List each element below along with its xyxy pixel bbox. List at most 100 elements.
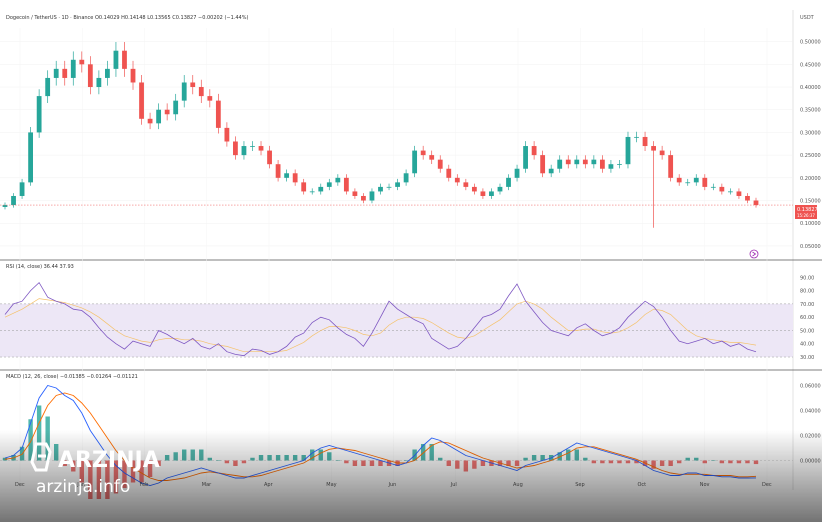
price-tick-label: 0.50000 (800, 40, 821, 46)
candle-body[interactable] (736, 191, 742, 196)
candle-body[interactable] (676, 177, 682, 183)
candle-body[interactable] (28, 132, 34, 183)
candle-body[interactable] (429, 155, 435, 160)
macd-legend: MACD (12, 26, close) −0.01385 −0.01264 −… (6, 374, 138, 380)
candle-body[interactable] (173, 100, 179, 115)
candle-body[interactable] (309, 191, 315, 193)
candle-body[interactable] (343, 177, 349, 192)
candle-body[interactable] (207, 96, 213, 101)
candle-body[interactable] (36, 96, 42, 133)
candle-body[interactable] (463, 182, 469, 187)
candle-body[interactable] (156, 109, 162, 124)
candle-body[interactable] (275, 164, 281, 178)
candle-body[interactable] (224, 127, 230, 142)
candle-body[interactable] (745, 195, 750, 201)
candle-body[interactable] (258, 146, 264, 151)
candle-body[interactable] (378, 186, 383, 192)
candle-body[interactable] (250, 146, 255, 147)
candle-body[interactable] (753, 200, 759, 206)
go-to-realtime-button[interactable] (749, 249, 759, 259)
candle-body[interactable] (540, 155, 546, 174)
candle-body[interactable] (361, 195, 366, 201)
candle-body[interactable] (557, 159, 563, 169)
candle-body[interactable] (326, 182, 332, 187)
candle-body[interactable] (369, 191, 375, 201)
candle-body[interactable] (318, 186, 324, 192)
candle-body[interactable] (147, 118, 153, 124)
candle-body[interactable] (574, 159, 580, 165)
candle-body[interactable] (412, 150, 418, 174)
candle-body[interactable] (659, 150, 665, 156)
candle-body[interactable] (62, 68, 68, 78)
candle-body[interactable] (693, 177, 699, 183)
candle-body[interactable] (87, 64, 93, 88)
candle-body[interactable] (651, 146, 656, 151)
candle-body[interactable] (301, 182, 307, 192)
candle-body[interactable] (446, 168, 452, 178)
rsi-tick-label: 50.00 (800, 328, 814, 334)
candle-body[interactable] (113, 50, 119, 69)
candle-body[interactable] (139, 82, 144, 119)
candle-body[interactable] (164, 109, 170, 115)
candle-body[interactable] (591, 159, 597, 165)
candle-body[interactable] (582, 159, 588, 165)
rsi-ma-line (4, 298, 757, 353)
candle-body[interactable] (19, 182, 25, 196)
candle-body[interactable] (96, 77, 102, 88)
candle-body[interactable] (497, 186, 503, 192)
rsi-panel[interactable] (0, 281, 793, 358)
candle-body[interactable] (233, 141, 238, 156)
candle-body[interactable] (634, 136, 639, 138)
candle-body[interactable] (403, 173, 409, 183)
candle-body[interactable] (471, 186, 477, 192)
candle-body[interactable] (395, 182, 400, 187)
candle-body[interactable] (506, 177, 511, 187)
candle-body[interactable] (617, 164, 622, 165)
candle-body[interactable] (53, 68, 59, 78)
candle-body[interactable] (489, 191, 494, 196)
candle-body[interactable] (685, 182, 691, 184)
candle-body[interactable] (70, 59, 76, 78)
candle-body[interactable] (386, 186, 392, 188)
candle-body[interactable] (241, 146, 247, 156)
candle-body[interactable] (565, 159, 571, 165)
candle-body[interactable] (11, 195, 16, 206)
candle-body[interactable] (267, 150, 272, 165)
candle-body[interactable] (437, 159, 443, 169)
candle-body[interactable] (215, 100, 221, 128)
candle-body[interactable] (702, 177, 708, 187)
watermark-site: arzinja.info (36, 477, 130, 497)
candle-body[interactable] (710, 186, 716, 188)
candle-body[interactable] (625, 136, 631, 165)
candle-body[interactable] (599, 159, 605, 169)
candle-body[interactable] (292, 173, 298, 183)
candle-body[interactable] (198, 87, 204, 97)
candle-body[interactable] (181, 82, 187, 101)
candle-body[interactable] (719, 186, 725, 192)
candle-body[interactable] (352, 191, 358, 196)
price-tick-label: 0.10000 (800, 221, 821, 227)
candle-body[interactable] (130, 68, 136, 83)
candle-body[interactable] (420, 150, 426, 156)
price-tick-label: 0.15000 (800, 199, 821, 205)
candle-body[interactable] (642, 136, 648, 147)
candle-body[interactable] (668, 155, 674, 178)
candle-body[interactable] (480, 191, 486, 196)
candle-body[interactable] (727, 191, 733, 193)
candle-body[interactable] (2, 205, 8, 207)
candle-body[interactable] (454, 177, 460, 183)
candle-body[interactable] (335, 177, 341, 183)
candle-body[interactable] (79, 59, 85, 65)
candle-body[interactable] (523, 146, 528, 169)
candle-body[interactable] (531, 146, 537, 156)
candle-body[interactable] (45, 77, 51, 97)
candle-body[interactable] (284, 173, 290, 178)
candle-body[interactable] (190, 82, 196, 88)
candle-body[interactable] (105, 68, 110, 78)
price-panel[interactable] (0, 41, 793, 228)
candle-body[interactable] (122, 50, 127, 69)
candle-body[interactable] (608, 164, 614, 169)
rsi-tick-label: 80.00 (800, 289, 814, 295)
candle-body[interactable] (514, 168, 520, 178)
candle-body[interactable] (548, 168, 554, 174)
